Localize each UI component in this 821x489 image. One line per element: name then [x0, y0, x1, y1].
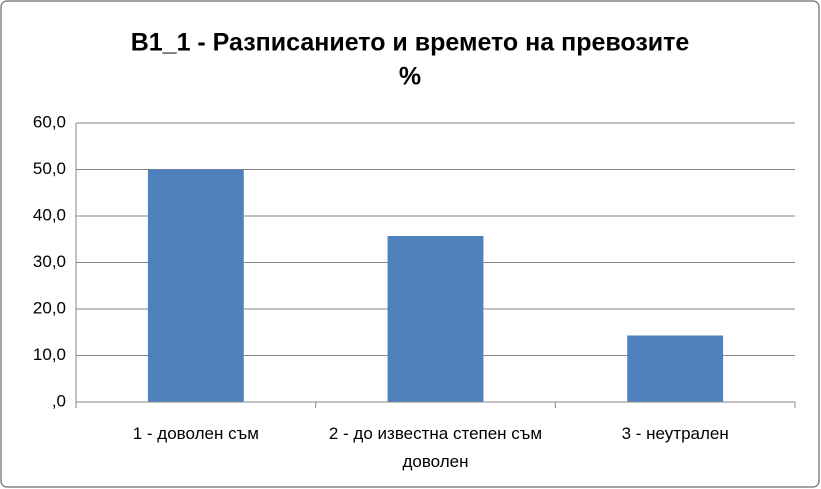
x-tick-label: 1 - доволен съм — [132, 424, 259, 443]
y-tick-label: ,0 — [52, 391, 66, 410]
x-tick-label: 3 - неутрален — [621, 424, 729, 443]
bar — [387, 235, 484, 402]
chart-title: B1_1 - Разписанието и времето на превози… — [131, 29, 690, 57]
y-tick-label: 60,0 — [33, 112, 66, 131]
y-tick-label: 40,0 — [33, 205, 66, 224]
y-tick-label: 20,0 — [33, 298, 66, 317]
x-tick-label: 2 - до известна степен съм доволен — [328, 424, 543, 471]
bar — [627, 335, 724, 402]
bar — [147, 169, 244, 402]
y-tick-label: 30,0 — [33, 252, 66, 271]
y-tick-label: 50,0 — [33, 159, 66, 178]
chart-subtitle: % — [399, 63, 421, 91]
y-tick-label: 10,0 — [33, 345, 66, 364]
